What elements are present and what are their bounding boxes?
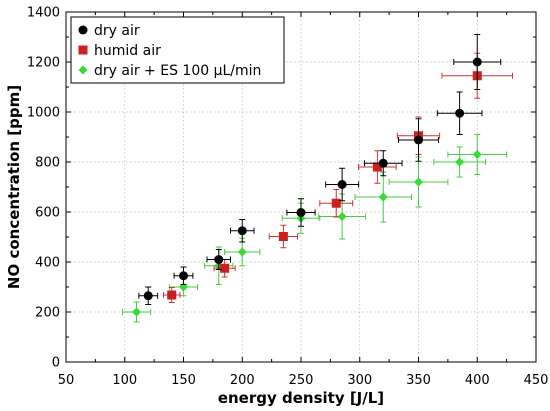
- data-point: [414, 177, 423, 187]
- data-point: [472, 150, 482, 159]
- y-tick-label: 1400: [27, 6, 60, 21]
- data-point: [167, 290, 177, 300]
- legend-marker: [78, 45, 88, 55]
- x-tick-label: 350: [406, 373, 431, 388]
- y-tick-label: 0: [52, 356, 60, 371]
- x-tick-label: 450: [524, 373, 549, 388]
- x-tick-label: 200: [230, 373, 255, 388]
- data-point: [132, 307, 141, 317]
- data-point: [378, 192, 388, 202]
- data-point: [337, 180, 347, 189]
- x-tick-label: 250: [289, 373, 314, 388]
- data-point: [331, 198, 341, 208]
- data-point: [179, 271, 188, 281]
- data-point: [472, 57, 482, 67]
- legend-marker: [78, 25, 88, 35]
- series-circle: [138, 34, 502, 305]
- data-point: [143, 291, 153, 301]
- y-tick-label: 1000: [27, 106, 60, 121]
- legend-box: [70, 16, 285, 84]
- data-point: [455, 157, 465, 167]
- legend-marker: [78, 65, 88, 75]
- axis-ticks: 50 100 150 200 250 300 350 400 450 0 200 400 600 800 1…: [27, 6, 549, 389]
- data-point: [414, 135, 423, 145]
- data-point: [337, 212, 347, 221]
- data-point: [455, 108, 465, 118]
- data-point: [278, 232, 288, 241]
- y-tick-label: 1200: [27, 56, 60, 71]
- legend: dry air humid air dry air + ES 100 µL/min: [70, 16, 285, 84]
- x-tick-label: 50: [58, 373, 75, 388]
- data-point: [372, 162, 382, 172]
- x-tick-label: 150: [171, 373, 196, 388]
- y-tick-label: 400: [35, 256, 60, 271]
- x-tick-label: 100: [112, 373, 137, 388]
- data-point: [220, 263, 230, 273]
- y-tick-label: 200: [35, 306, 60, 321]
- x-tick-label: 300: [347, 373, 372, 388]
- data-point: [237, 247, 247, 257]
- legend-label: dry air: [94, 23, 140, 39]
- data-point: [378, 158, 388, 168]
- x-axis-title: energy density [J/L]: [218, 389, 384, 407]
- data-point: [296, 208, 306, 217]
- data-point: [237, 226, 247, 236]
- x-tick-label: 400: [465, 373, 490, 388]
- y-axis-title: NO concentration [ppm]: [5, 85, 23, 289]
- legend-label: dry air + ES 100 µL/min: [94, 63, 261, 79]
- data-layer: [121, 34, 513, 323]
- legend-label: humid air: [94, 43, 161, 59]
- y-tick-label: 800: [35, 156, 60, 171]
- y-tick-label: 600: [35, 206, 60, 221]
- data-point: [214, 255, 224, 264]
